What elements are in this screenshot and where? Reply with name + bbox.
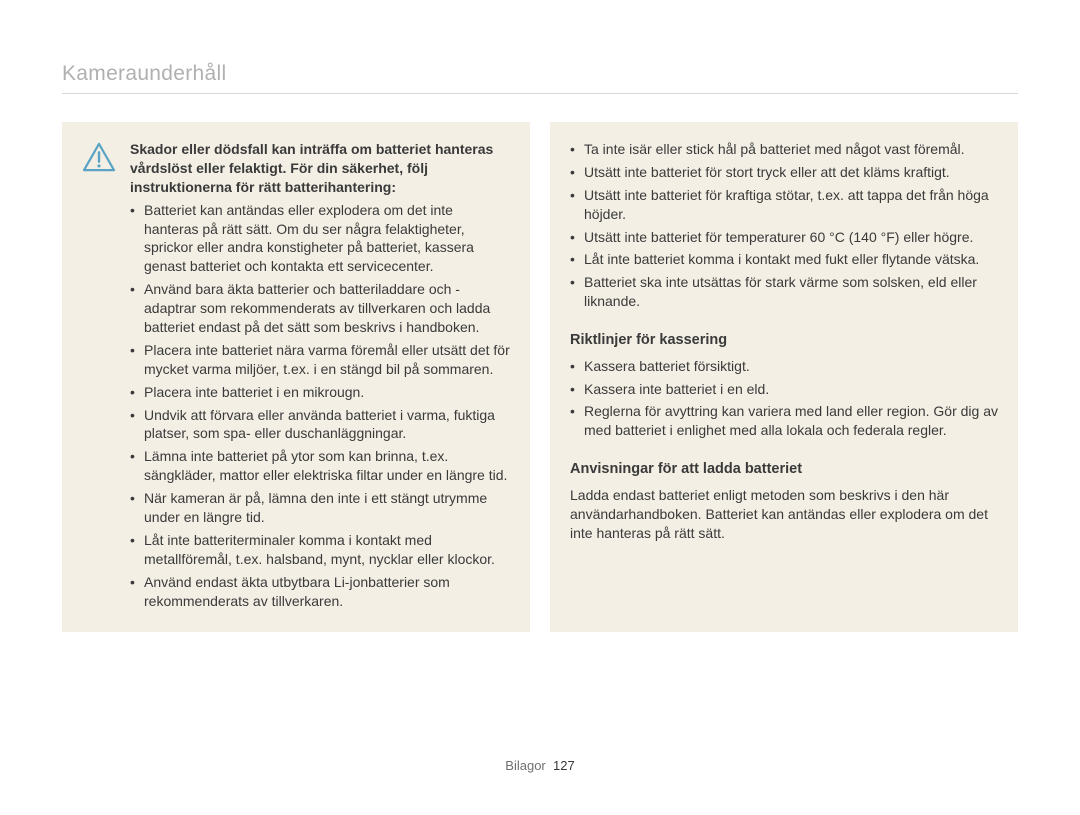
list-item: Batteriet ska inte utsättas för stark vä… <box>570 273 998 311</box>
title-rule <box>62 93 1018 94</box>
list-item: Utsätt inte batteriet för temperaturer 6… <box>570 228 998 247</box>
footer-page-number: 127 <box>553 758 575 773</box>
list-item: När kameran är på, lämna den inte i ett … <box>130 489 510 527</box>
right-panel: Ta inte isär eller stick hål på batterie… <box>550 122 1018 632</box>
right-top-bullet-list: Ta inte isär eller stick hål på batterie… <box>570 140 998 311</box>
list-item: Låt inte batteriterminaler komma i konta… <box>130 531 510 569</box>
charging-body: Ladda endast batteriet enligt metoden so… <box>570 486 998 543</box>
footer-section: Bilagor <box>505 758 545 773</box>
disposal-bullet-list: Kassera batteriet försiktigt. Kassera in… <box>570 357 998 441</box>
list-item: Placera inte batteriet nära varma föremå… <box>130 341 510 379</box>
warning-heading: Skador eller dödsfall kan inträffa om ba… <box>130 140 510 197</box>
disposal-heading: Riktlinjer för kassering <box>570 331 998 351</box>
content-columns: Skador eller dödsfall kan inträffa om ba… <box>62 122 1018 632</box>
charging-heading: Anvisningar för att ladda batteriet <box>570 460 998 480</box>
list-item: Utsätt inte batteriet för stort tryck el… <box>570 163 998 182</box>
warning-triangle-icon <box>82 142 116 172</box>
left-panel: Skador eller dödsfall kan inträffa om ba… <box>62 122 530 632</box>
list-item: Reglerna för avyttring kan variera med l… <box>570 402 998 440</box>
list-item: Kassera batteriet försiktigt. <box>570 357 998 376</box>
list-item: Låt inte batteriet komma i kontakt med f… <box>570 250 998 269</box>
list-item: Lämna inte batteriet på ytor som kan bri… <box>130 447 510 485</box>
list-item: Undvik att förvara eller använda batteri… <box>130 406 510 444</box>
list-item: Placera inte batteriet i en mikrougn. <box>130 383 510 402</box>
list-item: Utsätt inte batteriet för kraftiga stöta… <box>570 186 998 224</box>
left-bullet-list: Batteriet kan antändas eller explodera o… <box>82 201 510 611</box>
page-title: Kameraunderhåll <box>62 62 226 86</box>
list-item: Kassera inte batteriet i en eld. <box>570 380 998 399</box>
list-item: Använd endast äkta utbytbara Li-jonbatte… <box>130 573 510 611</box>
page-footer: Bilagor 127 <box>0 758 1080 773</box>
list-item: Ta inte isär eller stick hål på batterie… <box>570 140 998 159</box>
list-item: Batteriet kan antändas eller explodera o… <box>130 201 510 277</box>
warning-block: Skador eller dödsfall kan inträffa om ba… <box>82 140 510 197</box>
list-item: Använd bara äkta batterier och batterila… <box>130 280 510 337</box>
